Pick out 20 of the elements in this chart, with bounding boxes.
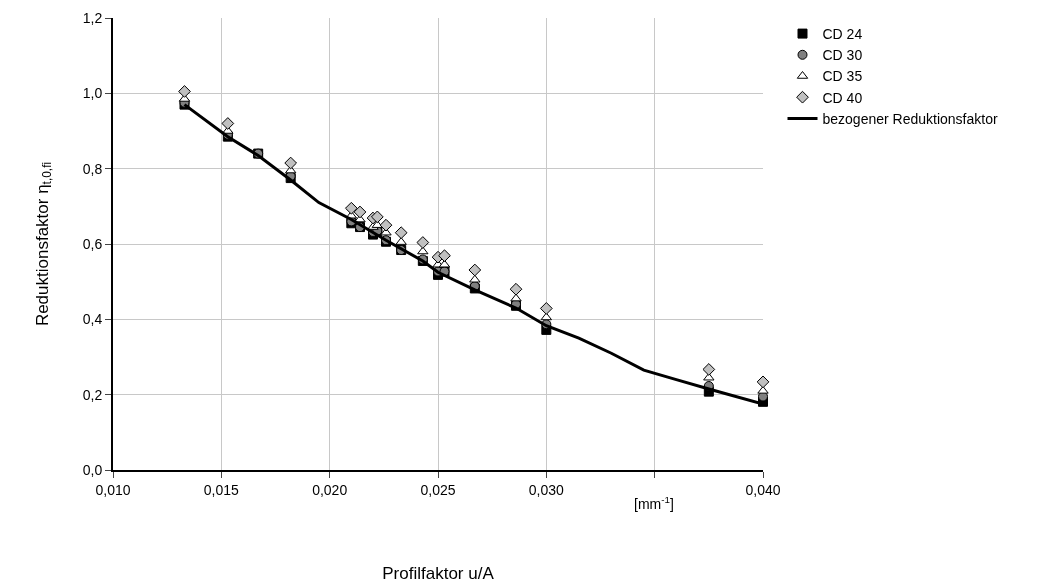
legend-label: CD 24 xyxy=(822,26,863,43)
legend-label: CD 35 xyxy=(822,68,863,85)
x-tick-label: 0,025 xyxy=(420,481,456,498)
x-axis-title: Profilfaktor u/A xyxy=(382,563,495,583)
y-tick-label: 0,8 xyxy=(82,160,103,177)
y-tick-label: 0,2 xyxy=(82,386,103,403)
text: [mm$^{-1}$] xyxy=(634,494,674,512)
x-tick-label: 0,040 xyxy=(745,481,781,498)
legend-label: CD 30 xyxy=(822,47,863,64)
y-tick-label: 1,2 xyxy=(82,9,103,26)
legend-label: CD 40 xyxy=(822,89,863,106)
x-tick-label: 0,010 xyxy=(95,481,131,498)
legend-label: bezogener Reduktionsfaktor xyxy=(822,110,998,127)
x-tick-label: 0,020 xyxy=(312,481,348,498)
x-tick-label: 0,015 xyxy=(203,481,240,498)
y-tick-label: 1,0 xyxy=(82,85,103,102)
x-tick-label: 0,030 xyxy=(528,481,565,498)
y-tick-label: 0,4 xyxy=(82,311,103,328)
y-tick-label: 0,6 xyxy=(82,235,103,252)
y-tick-label: 0,0 xyxy=(82,461,103,478)
